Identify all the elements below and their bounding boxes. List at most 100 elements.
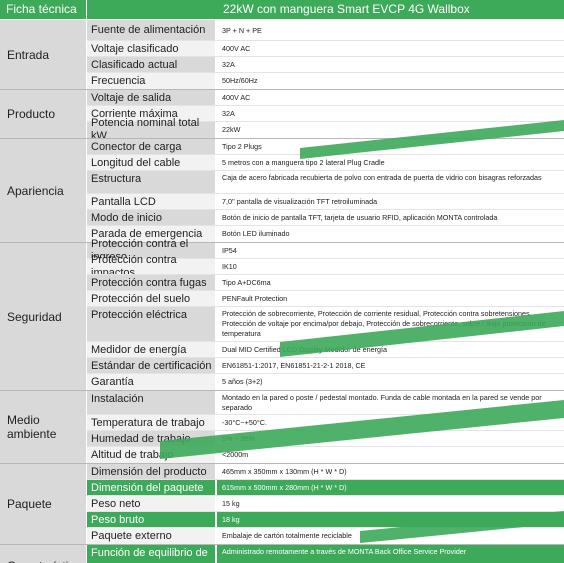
spec-value: Embalaje de cartón totalmente reciclable xyxy=(217,528,564,544)
spec-name: Instalación xyxy=(87,391,215,415)
category-apariencia: Apariencia xyxy=(0,139,86,242)
spec-name: Modo de inicio xyxy=(87,210,215,226)
spec-row: Peso bruto 18 kg xyxy=(87,512,564,528)
section-divider xyxy=(0,390,564,391)
spec-name: Dimensión del producto xyxy=(87,464,215,480)
spec-name: Protección contra fugas xyxy=(87,275,215,291)
spec-name: Protección del suelo xyxy=(87,291,215,307)
row-divider xyxy=(87,527,564,528)
spec-row: Modo de inicio Botón de inicio de pantall… xyxy=(87,210,564,226)
spec-row: Humedad de trabajo 5% ~ 95% xyxy=(87,431,564,447)
spec-row: Parada de emergencia Botón LED iluminado xyxy=(87,226,564,242)
spec-value: Montado en la pared o poste / pedestal m… xyxy=(217,391,564,415)
spec-value: Protección de sobrecorriente, Protección… xyxy=(217,307,564,342)
spec-row: Instalación Montado en la pared o poste /… xyxy=(87,391,564,415)
spec-name: Voltaje de salida xyxy=(87,90,215,106)
spec-name: Conector de carga xyxy=(87,139,215,155)
spec-name: Voltaje clasificado xyxy=(87,41,215,57)
spec-row: Voltaje de salida 400V AC xyxy=(87,90,564,106)
spec-row: Garantía 5 años (3+2) xyxy=(87,374,564,390)
spec-row: Altitud de trabajo <2000m xyxy=(87,447,564,463)
spec-value: IP54 xyxy=(217,243,564,259)
spec-value: 3P + N + PE xyxy=(217,20,564,41)
section-divider xyxy=(0,138,564,139)
spec-value: 18 kg xyxy=(217,512,564,528)
row-divider xyxy=(87,306,564,307)
spec-row: Corriente máxima 32A xyxy=(87,106,564,122)
row-divider xyxy=(87,105,564,106)
spec-row: Pantalla LCD 7,0'' pantalla de visualizac… xyxy=(87,194,564,210)
spec-name: Corriente máxima xyxy=(87,106,215,122)
header-product-title: 22kW con manguera Smart EVCP 4G Wallbox xyxy=(87,0,564,19)
section-divider xyxy=(0,544,564,545)
spec-value: Dual MID Certified LCD Display Medidor d… xyxy=(217,342,564,358)
spec-value: 32A xyxy=(217,57,564,73)
section-divider xyxy=(0,463,564,464)
spec-name: Protección contra impactos xyxy=(87,254,215,279)
category-caracteristicas: Características xyxy=(0,545,87,563)
spec-name: Fuente de alimentación xyxy=(87,20,215,41)
row-divider xyxy=(87,40,564,41)
spec-value: Botón de inicio de pantalla TFT, tarjeta… xyxy=(217,210,564,226)
section-divider xyxy=(0,89,564,90)
row-divider xyxy=(87,511,564,512)
spec-value: <2000m xyxy=(217,447,564,463)
spec-name: Altitud de trabajo xyxy=(87,447,215,463)
spec-name: Medidor de energía xyxy=(87,342,215,358)
spec-value: EN61851-1:2017, EN61851-21-2-1 2018, CE xyxy=(217,358,564,374)
spec-value: 465mm x 350mm x 130mm (H * W * D) xyxy=(217,464,564,480)
spec-row: Clasificado actual 32A xyxy=(87,57,564,73)
spec-value: 400V AC xyxy=(217,90,564,106)
spec-value: 5 metros con a manguera tipo 2 lateral P… xyxy=(217,155,564,171)
spec-name: Longitud del cable xyxy=(87,155,215,171)
section-divider xyxy=(0,242,564,243)
spec-row: Protección del suelo PENFault Protection xyxy=(87,291,564,307)
spec-row: Protección contra el ingreso IP54 xyxy=(87,238,564,263)
row-divider xyxy=(87,225,564,226)
spec-value: Administrado remotamente a través de MON… xyxy=(217,545,564,563)
spec-name: Humedad de trabajo xyxy=(87,431,215,447)
spec-row: Fuente de alimentación 3P + N + PE xyxy=(87,20,564,41)
spec-value: Botón LED iluminado xyxy=(217,226,564,242)
row-divider xyxy=(87,495,564,496)
spec-value: Caja de acero fabricada recubierta de po… xyxy=(217,171,564,194)
spec-name: Protección contra el ingreso xyxy=(87,238,215,263)
spec-value: PENFault Protection xyxy=(217,291,564,307)
row-divider xyxy=(87,357,564,358)
category-medio-ambiente: Medio ambiente xyxy=(0,391,86,463)
spec-row: Protección contra fugas Tipo A+DC6ma xyxy=(87,275,564,291)
spec-name: Garantía xyxy=(87,374,215,390)
spec-row: Protección eléctrica Protección de sobrec… xyxy=(87,307,564,342)
spec-value: IK10 xyxy=(217,259,564,275)
spec-row: Potencia nominal total kW 22kW xyxy=(87,117,564,142)
spec-row: Paquete externo Embalaje de cartón totalm… xyxy=(87,528,564,544)
spec-name: Peso neto xyxy=(87,496,215,512)
spec-row: Peso neto 15 kg xyxy=(87,496,564,512)
spec-row: Función de equilibrio de cargaAdministra… xyxy=(87,545,564,563)
row-divider xyxy=(87,274,564,275)
spec-value: 5% ~ 95% xyxy=(217,431,564,447)
spec-row: Frecuencia 50Hz/60Hz xyxy=(87,73,564,89)
spec-row: Temperatura de trabajo -30°C~+50°C. xyxy=(87,415,564,431)
spec-name: Frecuencia xyxy=(87,73,215,89)
spec-row: Voltaje clasificado 400V AC xyxy=(87,41,564,57)
row-divider xyxy=(87,290,564,291)
row-divider xyxy=(87,56,564,57)
header-left-title: Ficha técnica xyxy=(0,0,86,19)
row-divider xyxy=(87,170,564,171)
row-divider xyxy=(87,479,564,480)
spec-row: Conector de carga Tipo 2 Plugs xyxy=(87,139,564,155)
row-divider xyxy=(87,72,564,73)
spec-name: Estándar de certificación xyxy=(87,358,215,374)
row-divider xyxy=(87,209,564,210)
spec-name: Potencia nominal total kW xyxy=(87,117,215,142)
spec-row: Dimensión del paquete 615mm x 500mm x 280… xyxy=(87,480,564,496)
spec-name: Pantalla LCD xyxy=(87,194,215,210)
row-divider xyxy=(87,373,564,374)
spec-value: Tipo A+DC6ma xyxy=(217,275,564,291)
spec-value: 15 kg xyxy=(217,496,564,512)
category-paquete: Paquete xyxy=(0,464,86,544)
spec-name: Función de equilibrio de carga xyxy=(87,545,215,563)
spec-value: Tipo 2 Plugs xyxy=(217,139,564,155)
